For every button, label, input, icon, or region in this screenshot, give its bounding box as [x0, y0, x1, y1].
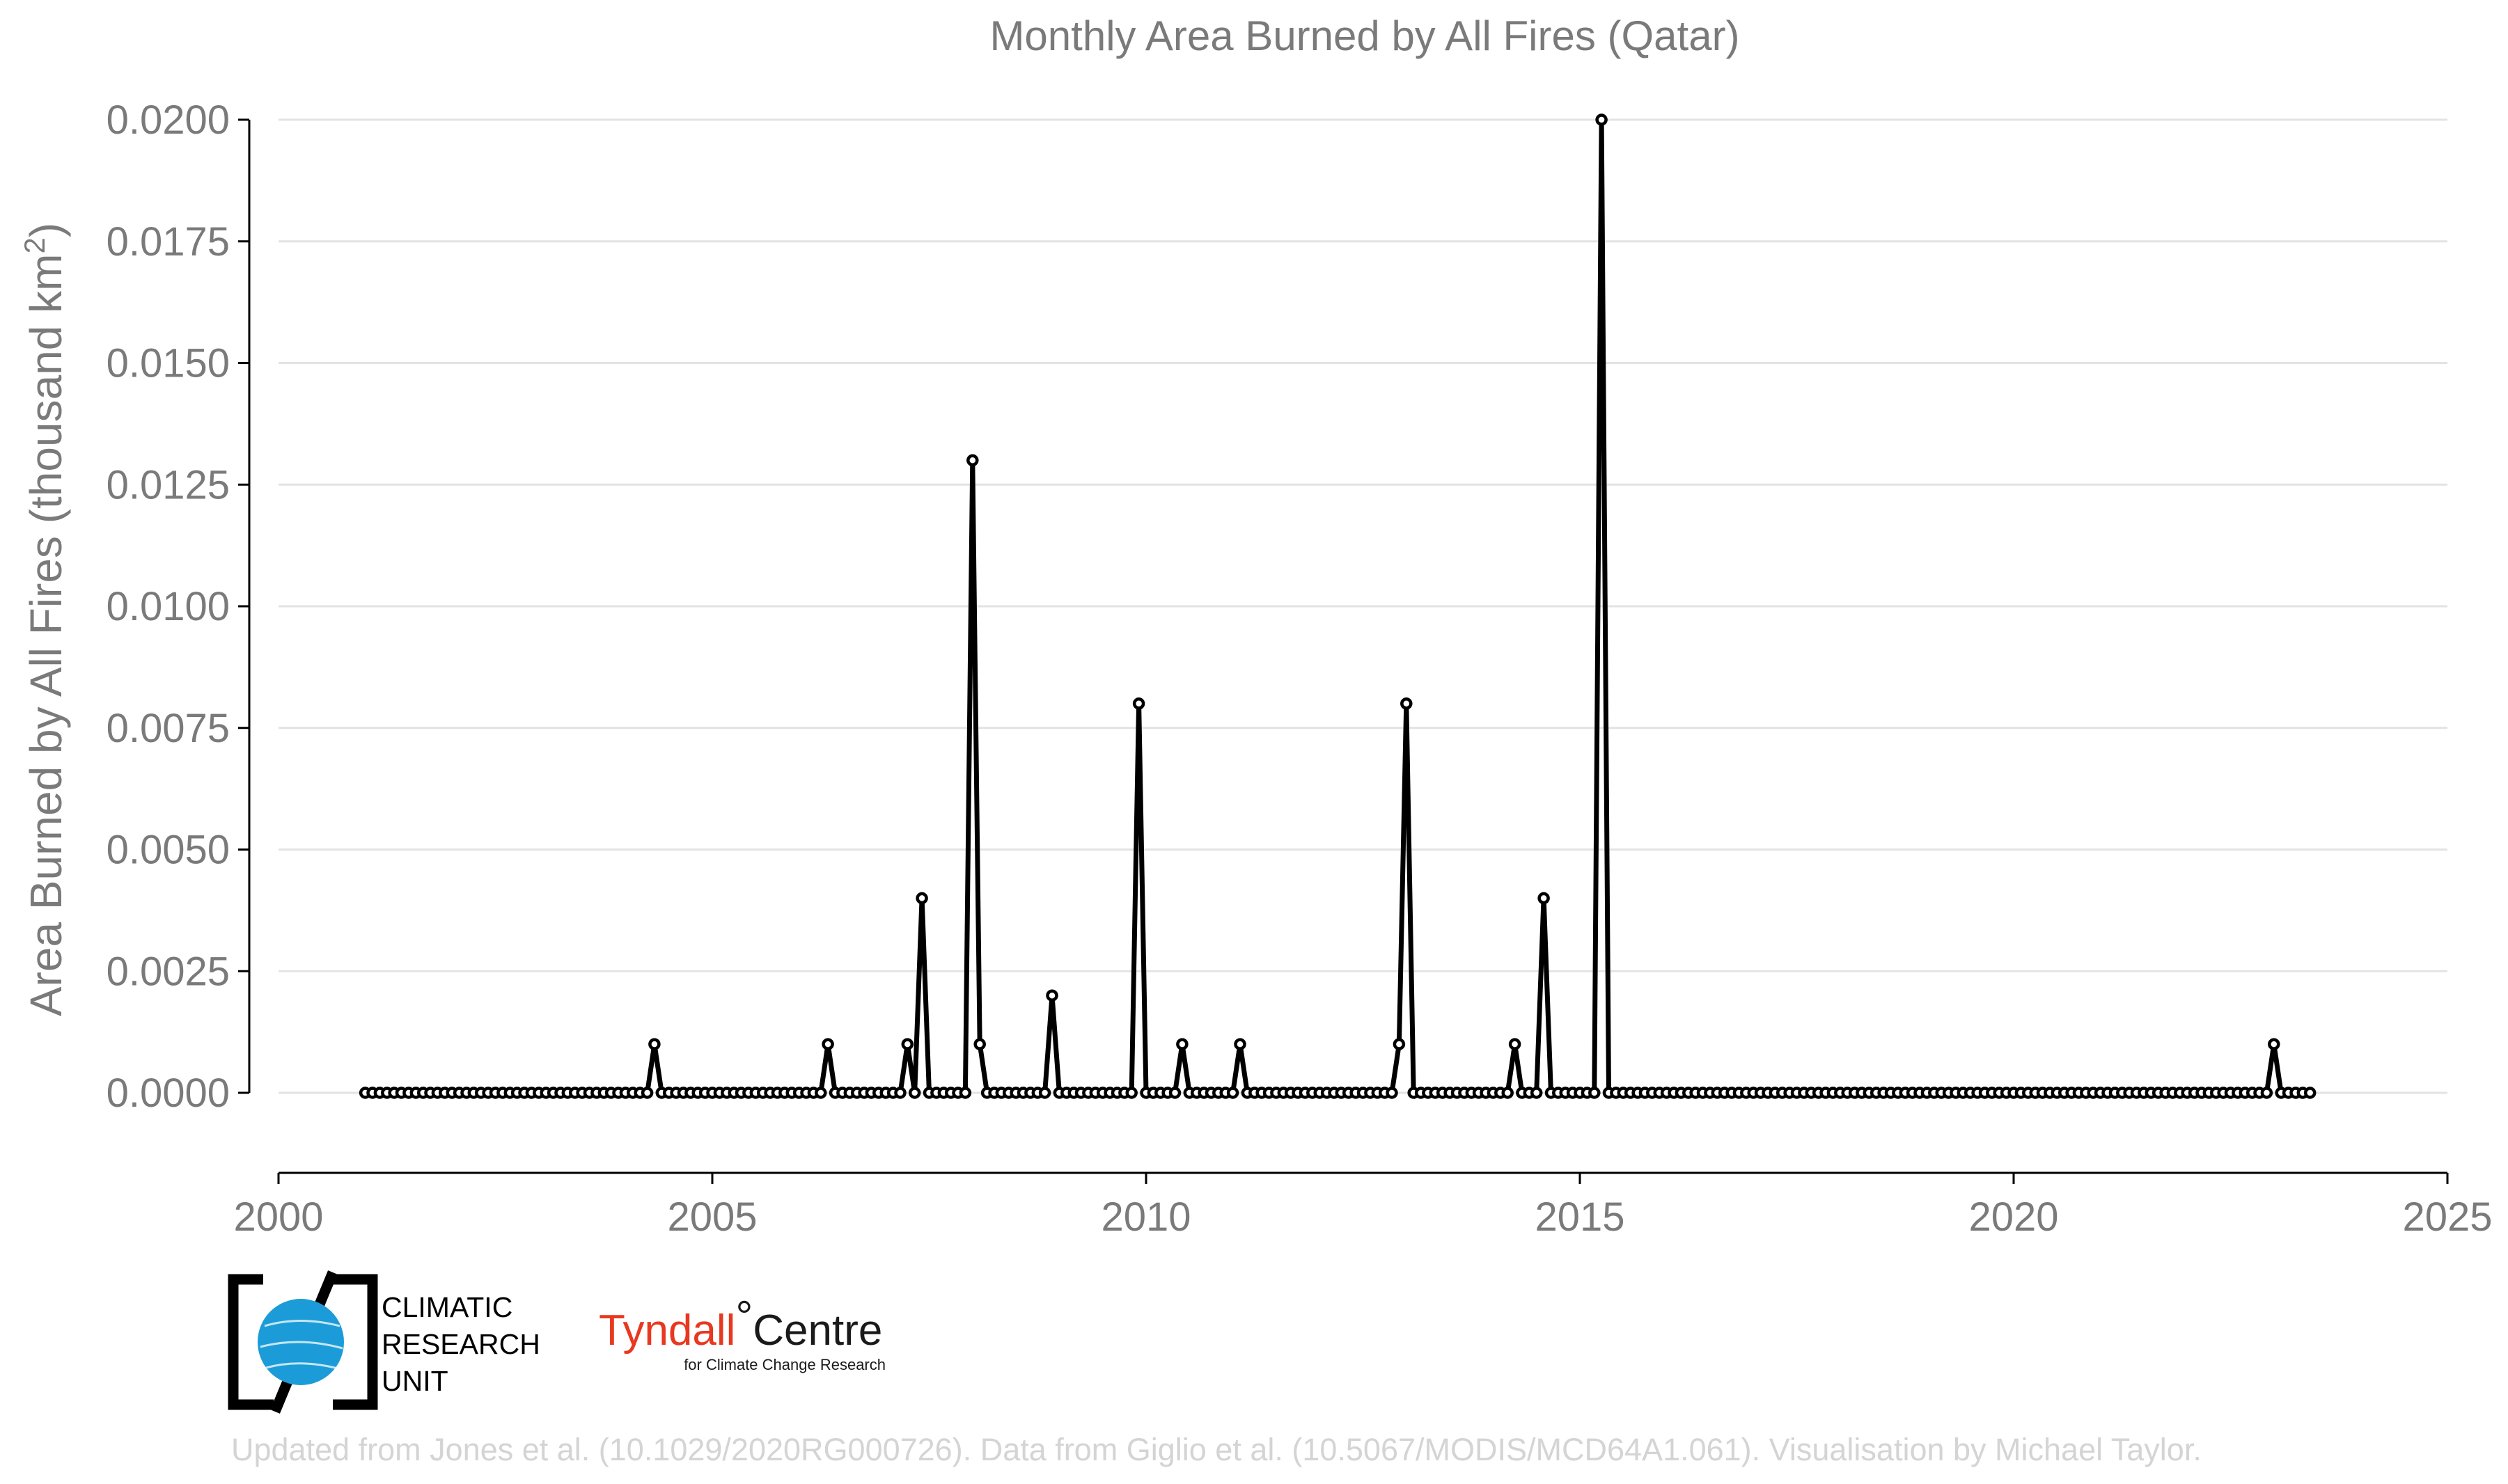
y-tick-label: 0.0100	[107, 584, 230, 629]
data-point	[1530, 1087, 1543, 1099]
y-tick-label: 0.0175	[107, 219, 230, 265]
data-point	[1537, 892, 1550, 905]
credit-line: Updated from Jones et al. (10.1029/2020R…	[231, 1432, 2202, 1467]
x-tick-label: 2025	[2402, 1194, 2492, 1240]
data-point	[1168, 1087, 1182, 1099]
data-point	[966, 454, 979, 467]
data-point	[1046, 989, 1058, 1002]
tyndall-logo: Tyndall°Centre for Climate Change Resear…	[599, 1293, 886, 1373]
data-point	[908, 1087, 921, 1099]
data-point	[1038, 1087, 1051, 1099]
data-point	[973, 1038, 986, 1050]
data-point	[648, 1038, 661, 1050]
data-point	[641, 1087, 654, 1099]
y-axis-label: Area Burned by All Fires (thousand km2)	[18, 223, 71, 1016]
data-point	[1501, 1087, 1514, 1099]
data-point	[1132, 697, 1145, 710]
cru-logo: CLIMATIC RESEARCH UNIT	[228, 1270, 540, 1414]
data-point	[2303, 1087, 2317, 1099]
tyndall-subtitle: for Climate Change Research	[684, 1356, 886, 1373]
data-point	[1588, 1087, 1601, 1099]
data-point	[1125, 1087, 1138, 1099]
data-point	[894, 1087, 907, 1099]
data-point	[959, 1087, 972, 1099]
chart-title: Monthly Area Burned by All Fires (Qatar)	[989, 13, 1739, 59]
y-tick-label: 0.0125	[107, 462, 230, 507]
x-tick-label: 2015	[1535, 1194, 1624, 1240]
data-point	[1226, 1087, 1239, 1099]
data-point	[1386, 1087, 1398, 1099]
tyndall-wordmark: Tyndall°Centre	[599, 1293, 882, 1355]
x-tick-label: 2010	[1101, 1194, 1191, 1240]
data-point	[1234, 1038, 1246, 1050]
x-tick-label: 2005	[667, 1194, 757, 1240]
data-point	[1595, 113, 1608, 126]
data-point	[916, 892, 928, 905]
x-tick-label: 2000	[233, 1194, 323, 1240]
y-axis: 0.0000 0.0025 0.0050 0.0075 0.0100 0.0125 0.01…	[107, 97, 251, 1116]
data-point	[1176, 1038, 1189, 1050]
y-tick-label: 0.0050	[107, 828, 230, 873]
data-point	[2260, 1087, 2273, 1099]
data-point	[1393, 1038, 1406, 1050]
cru-line1: CLIMATIC	[382, 1291, 512, 1323]
data-point	[2268, 1038, 2280, 1050]
data-point	[822, 1038, 834, 1050]
y-tick-label: 0.0075	[107, 706, 230, 751]
plot-area	[359, 113, 2317, 1099]
data-point	[815, 1087, 827, 1099]
y-tick-label: 0.0150	[107, 341, 230, 386]
cru-bracket-icon	[228, 1274, 274, 1410]
y-tick-label: 0.0200	[107, 97, 230, 143]
data-point	[1508, 1038, 1521, 1050]
gridlines	[279, 118, 2447, 1094]
x-axis: 2000 2005 2010 2015 2020 2025	[233, 1171, 2493, 1240]
y-tick-label: 0.0000	[107, 1071, 230, 1116]
cru-line2: RESEARCH	[382, 1328, 540, 1360]
cru-line3: UNIT	[382, 1365, 448, 1397]
x-tick-label: 2020	[1968, 1194, 2058, 1240]
y-tick-label: 0.0025	[107, 949, 230, 994]
data-point	[901, 1038, 914, 1050]
data-point	[1400, 697, 1413, 710]
